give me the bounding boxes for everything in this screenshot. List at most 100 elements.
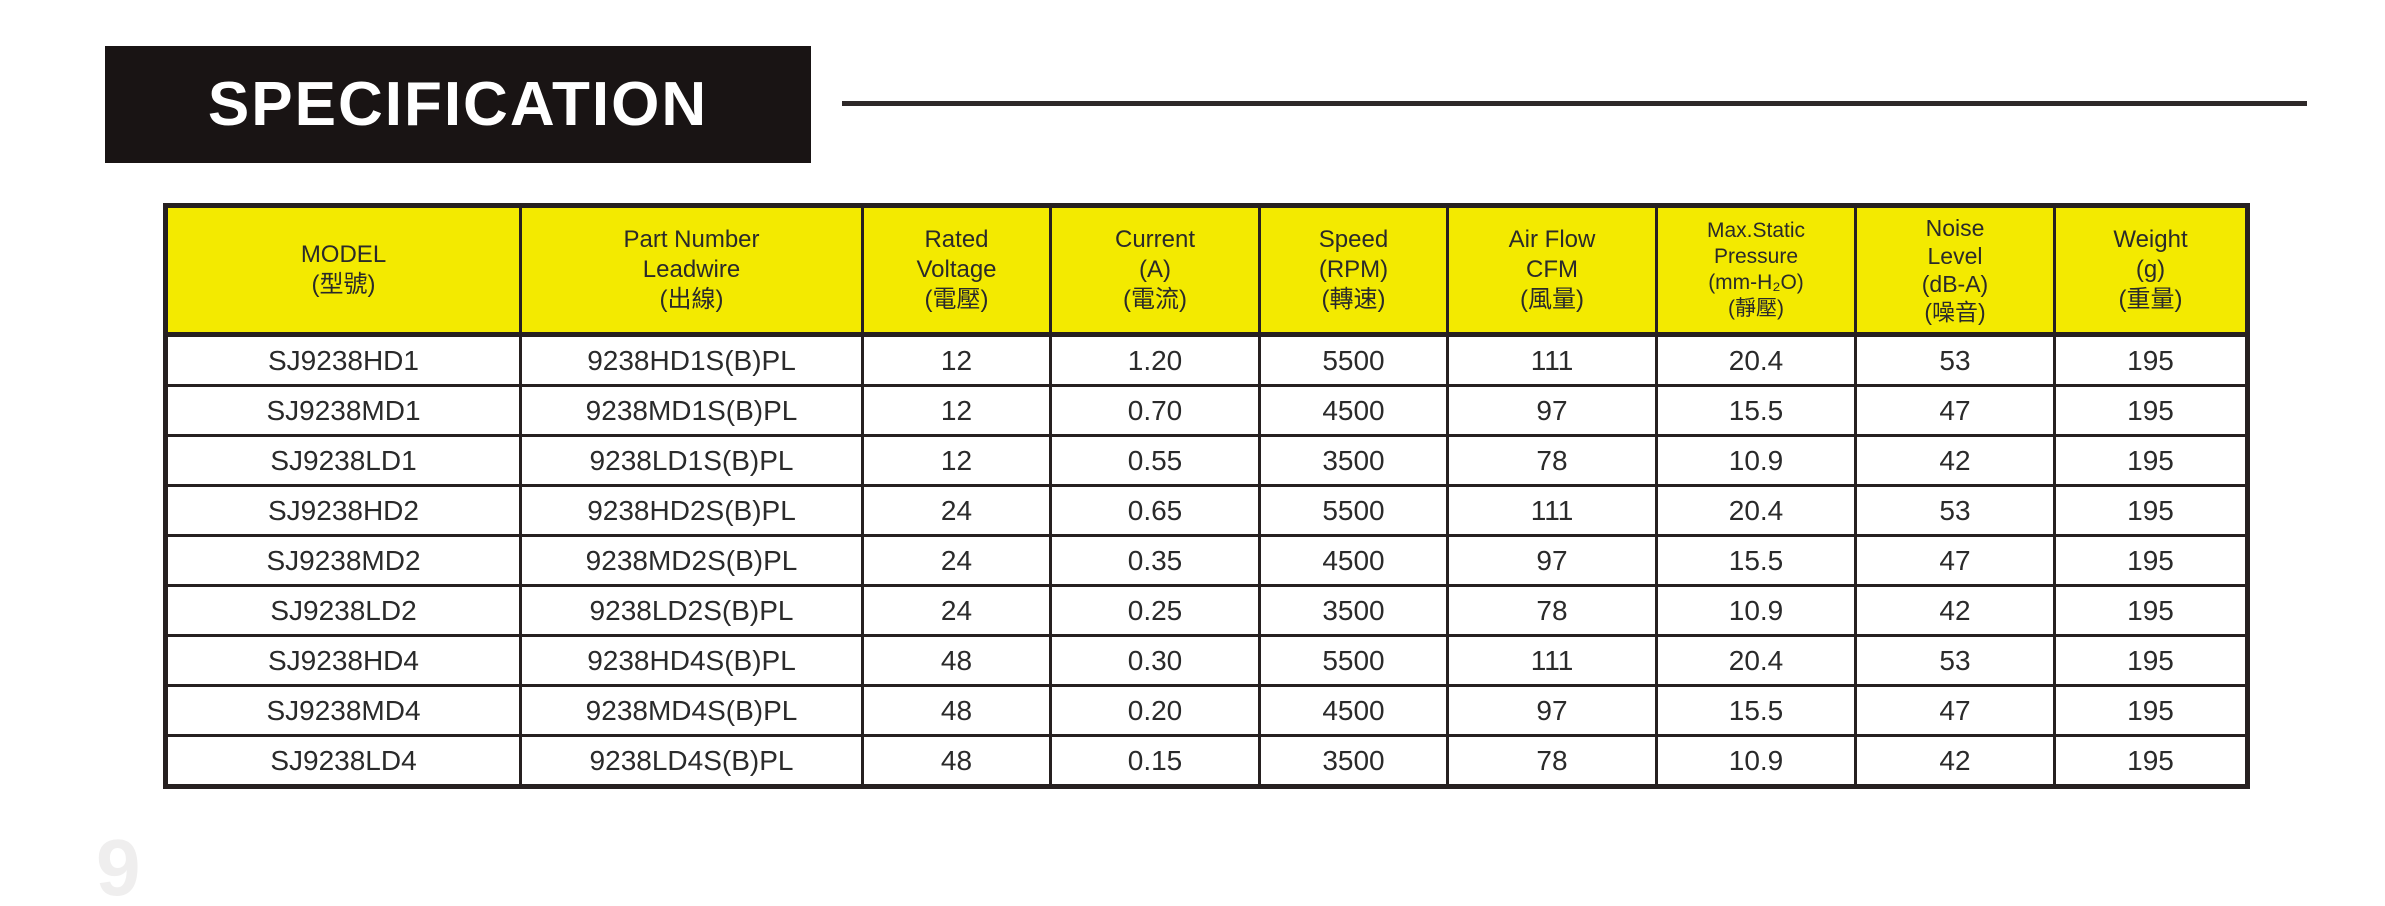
spec-cell: 12: [861, 434, 1052, 487]
spec-cell: 1.20: [1049, 333, 1261, 387]
header-line: (出線): [659, 286, 724, 313]
spec-cell: 15.5: [1655, 384, 1857, 437]
header-line: Voltage: [916, 256, 997, 283]
column-header-max-static-pressure: Max.Static Pressure (mm-H₂O) (靜壓): [1655, 204, 1857, 337]
spec-cell: SJ9238LD1: [164, 434, 522, 487]
spec-cell: SJ9238LD4: [164, 734, 522, 788]
spec-cell: 4500: [1258, 684, 1449, 737]
spec-cell: 9238HD1S(B)PL: [519, 333, 864, 387]
header-line: Noise: [1925, 215, 1985, 241]
header-line: (dB-A): [1921, 271, 1989, 297]
header-line: (g): [2135, 256, 2166, 283]
spec-cell: 0.35: [1049, 534, 1261, 587]
spec-cell: 5500: [1258, 484, 1449, 537]
spec-cell: 48: [861, 634, 1052, 687]
header-row: MODEL (型號) Part Number Leadwire (出線) Rat…: [164, 204, 2249, 337]
spec-cell: 195: [2053, 384, 2249, 437]
table-row: SJ9238HD1 9238HD1S(B)PL 12 1.20 5500 111 20.4 5…: [164, 333, 2249, 387]
spec-table-header: MODEL (型號) Part Number Leadwire (出線) Rat…: [164, 204, 2249, 337]
spec-cell: 0.70: [1049, 384, 1261, 437]
spec-cell: 24: [861, 484, 1052, 537]
header-line: (靜壓): [1728, 297, 1784, 320]
spec-cell: 0.30: [1049, 634, 1261, 687]
spec-cell: 78: [1446, 734, 1658, 788]
header-line: (轉速): [1321, 286, 1386, 313]
spec-cell: 111: [1446, 333, 1658, 387]
table-row: SJ9238MD4 9238MD4S(B)PL 48 0.20 4500 97 15.5 47…: [164, 684, 2249, 737]
spec-cell: 0.25: [1049, 584, 1261, 637]
spec-cell: 195: [2053, 684, 2249, 737]
header-line: (電流): [1123, 286, 1187, 313]
header-line: Rated: [924, 226, 989, 253]
spec-cell: 0.15: [1049, 734, 1261, 788]
spec-cell: 48: [861, 734, 1052, 788]
table-row: SJ9238MD1 9238MD1S(B)PL 12 0.70 4500 97 15.5 47…: [164, 384, 2249, 437]
spec-cell: 9238MD4S(B)PL: [519, 684, 864, 737]
table-row: SJ9238MD2 9238MD2S(B)PL 24 0.35 4500 97 15.5 47…: [164, 534, 2249, 587]
spec-cell: 9238LD2S(B)PL: [519, 584, 864, 637]
header-line: Max.Static: [1706, 219, 1806, 242]
page-number-watermark: 9: [96, 823, 141, 906]
spec-cell: 3500: [1258, 584, 1449, 637]
header-line: (型號): [311, 271, 376, 298]
spec-cell: 0.55: [1049, 434, 1261, 487]
spec-cell: 53: [1854, 333, 2056, 387]
spec-table-container: MODEL (型號) Part Number Leadwire (出線) Rat…: [163, 203, 2250, 789]
table-row: SJ9238LD2 9238LD2S(B)PL 24 0.25 3500 78 10.9 42…: [164, 584, 2249, 637]
header-line: (重量): [2118, 286, 2183, 313]
spec-cell: 47: [1854, 384, 2056, 437]
column-header-part-number: Part Number Leadwire (出線): [519, 204, 864, 337]
spec-cell: 195: [2053, 333, 2249, 387]
spec-cell: 195: [2053, 434, 2249, 487]
spec-cell: 9238MD1S(B)PL: [519, 384, 864, 437]
spec-cell: SJ9238HD1: [164, 333, 522, 387]
header-line: CFM: [1526, 256, 1578, 283]
spec-cell: 53: [1854, 634, 2056, 687]
spec-cell: 0.65: [1049, 484, 1261, 537]
spec-cell: SJ9238HD4: [164, 634, 522, 687]
spec-cell: 24: [861, 584, 1052, 637]
spec-cell: 5500: [1258, 333, 1449, 387]
spec-cell: SJ9238HD2: [164, 484, 522, 537]
spec-cell: SJ9238LD2: [164, 584, 522, 637]
spec-cell: 20.4: [1655, 484, 1857, 537]
header-line: (mm-H₂O): [1708, 271, 1804, 294]
spec-cell: 42: [1854, 734, 2056, 788]
spec-cell: 47: [1854, 534, 2056, 587]
header-line: Speed: [1318, 226, 1389, 253]
header-line: Pressure: [1713, 245, 1799, 268]
spec-cell: SJ9238MD2: [164, 534, 522, 587]
spec-cell: 10.9: [1655, 734, 1857, 788]
spec-cell: 10.9: [1655, 434, 1857, 487]
column-header-model: MODEL (型號): [164, 204, 522, 337]
header-line: Part Number: [623, 226, 760, 253]
spec-cell: 48: [861, 684, 1052, 737]
spec-table-body: SJ9238HD1 9238HD1S(B)PL 12 1.20 5500 111 20.4 5…: [164, 333, 2249, 788]
spec-cell: 195: [2053, 734, 2249, 788]
spec-cell: 9238LD1S(B)PL: [519, 434, 864, 487]
column-header-noise-level: Noise Level (dB-A) (噪音): [1854, 204, 2056, 337]
spec-cell: 111: [1446, 634, 1658, 687]
column-header-weight: Weight (g) (重量): [2053, 204, 2249, 337]
spec-cell: 20.4: [1655, 333, 1857, 387]
spec-cell: 111: [1446, 484, 1658, 537]
header-line: Weight: [2113, 226, 2188, 253]
spec-table: MODEL (型號) Part Number Leadwire (出線) Rat…: [163, 203, 2250, 789]
column-header-current: Current (A) (電流): [1049, 204, 1261, 337]
header-line: MODEL: [300, 241, 387, 268]
spec-cell: 3500: [1258, 734, 1449, 788]
spec-cell: 53: [1854, 484, 2056, 537]
spec-cell: 9238MD2S(B)PL: [519, 534, 864, 587]
spec-cell: 9238LD4S(B)PL: [519, 734, 864, 788]
column-header-speed: Speed (RPM) (轉速): [1258, 204, 1449, 337]
spec-cell: 195: [2053, 484, 2249, 537]
header-line: (A): [1139, 256, 1171, 283]
spec-cell: 195: [2053, 534, 2249, 587]
spec-cell: 0.20: [1049, 684, 1261, 737]
spec-cell: 97: [1446, 684, 1658, 737]
page-title: SPECIFICATION: [207, 70, 709, 139]
spec-cell: 12: [861, 333, 1052, 387]
table-row: SJ9238HD4 9238HD4S(B)PL 48 0.30 5500 111 20.4 5…: [164, 634, 2249, 687]
spec-cell: 5500: [1258, 634, 1449, 687]
spec-cell: 24: [861, 534, 1052, 587]
